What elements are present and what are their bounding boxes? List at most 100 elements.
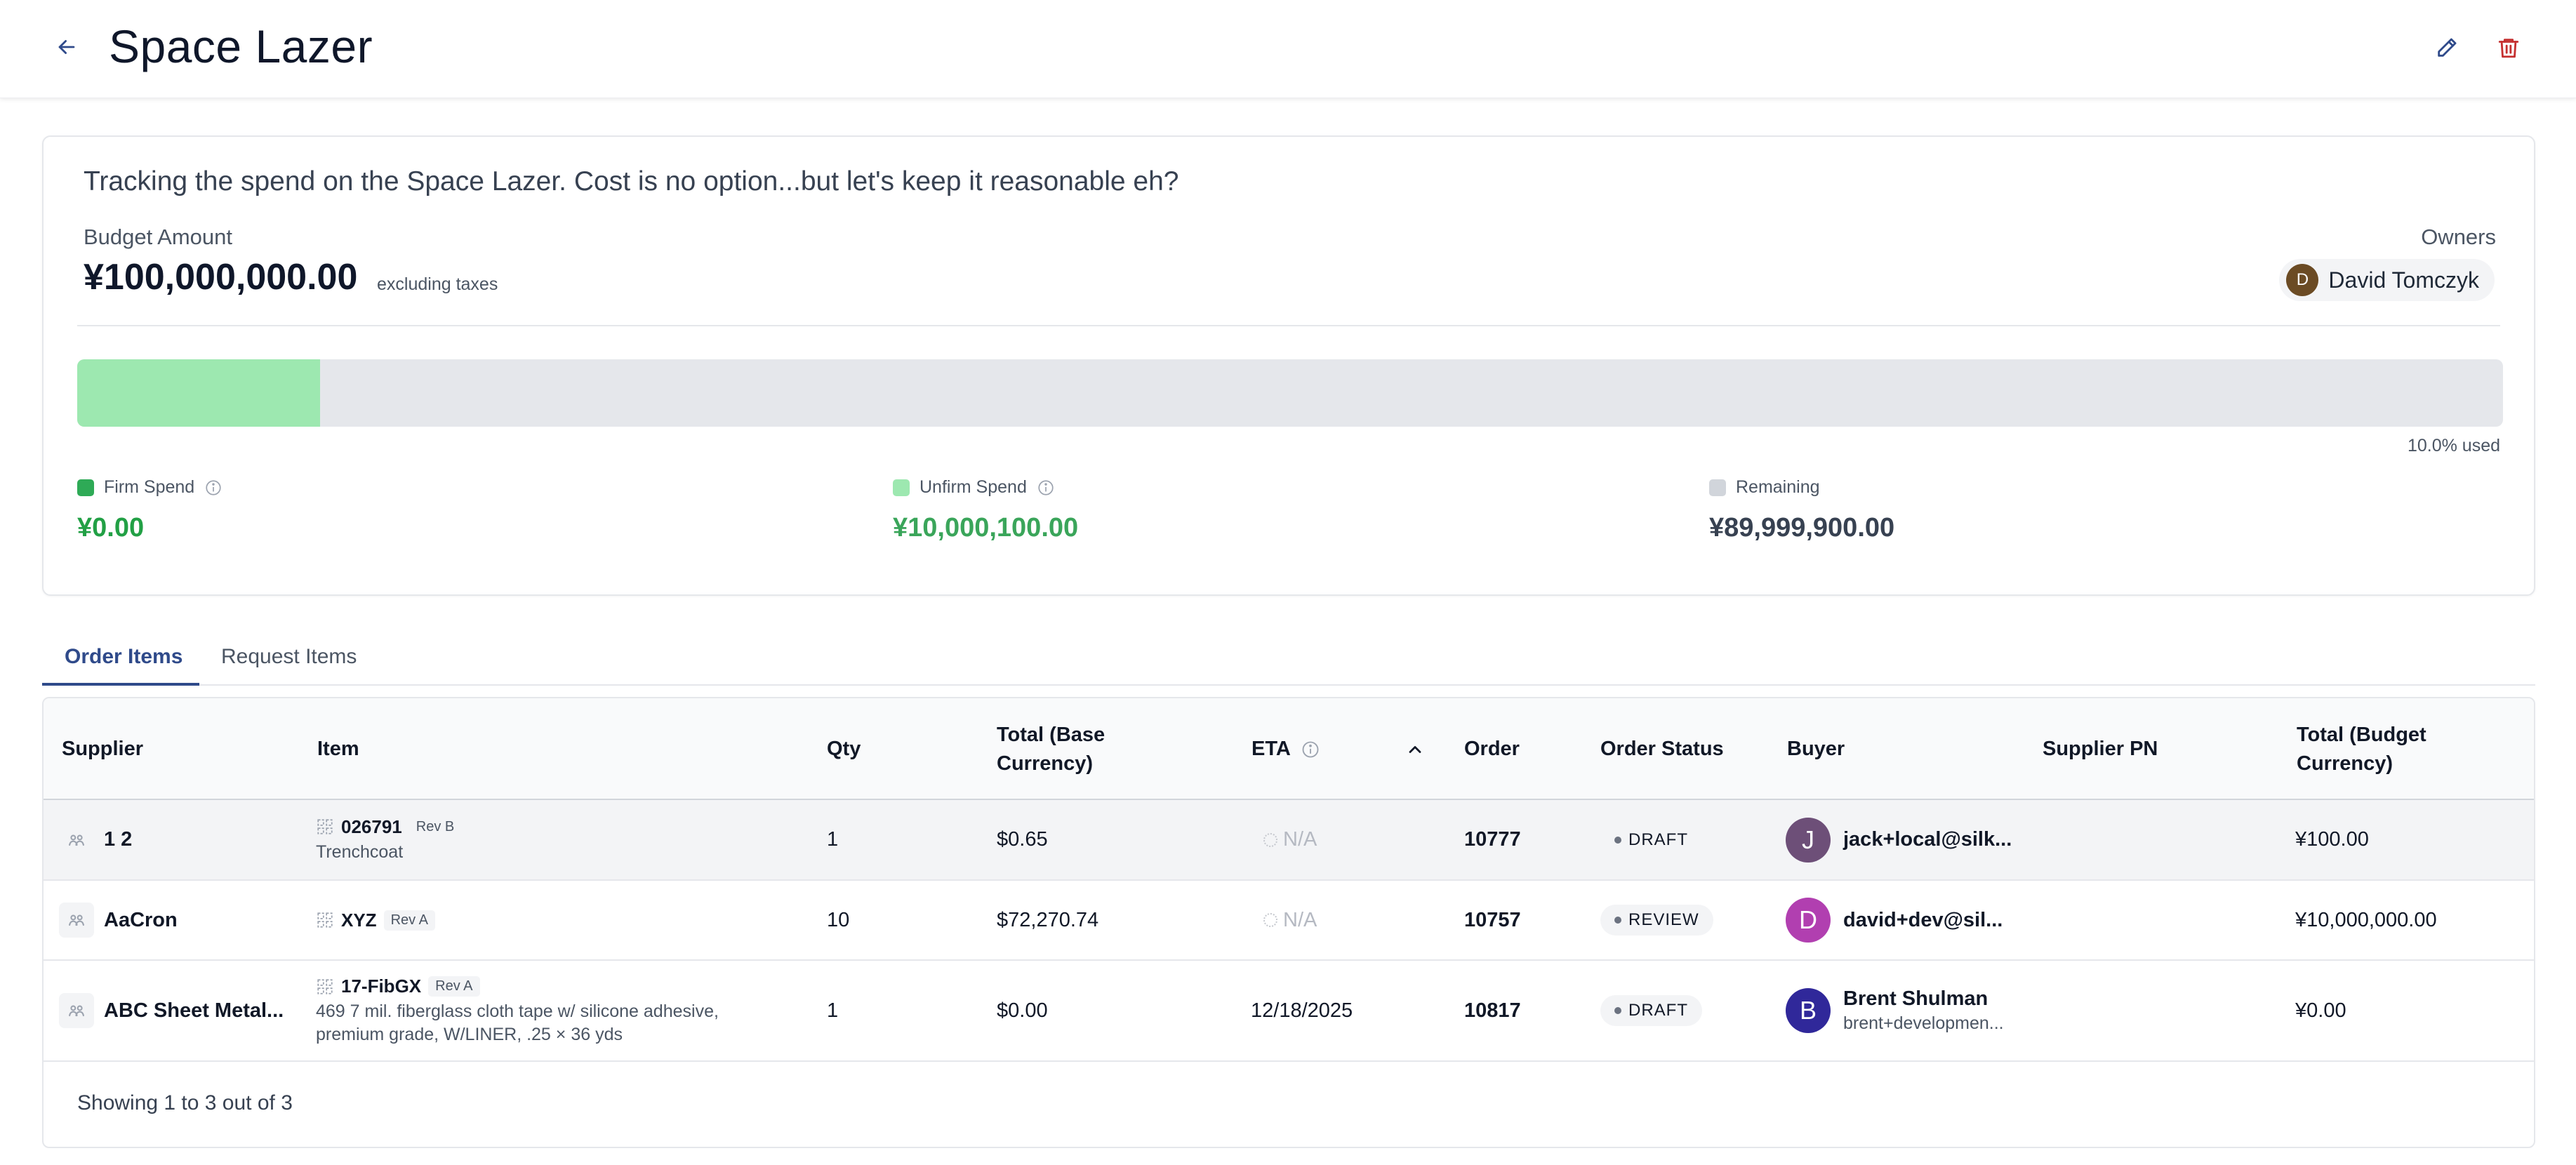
table-row[interactable]: AaCron XYZ Rev A 10 $72,270.74 N/A 10757…	[44, 881, 2534, 961]
item-cell: XYZ Rev A	[316, 881, 435, 959]
buyer-cell: B Brent Shulman brent+developmen...	[1786, 961, 2004, 1060]
qty-cell: 1	[827, 999, 839, 1022]
back-arrow-icon[interactable]	[49, 29, 84, 65]
avatar: D	[1786, 898, 1831, 943]
status-text: DRAFT	[1628, 1001, 1688, 1020]
budget-amount-note: excluding taxes	[377, 274, 498, 294]
sort-ascending-icon[interactable]	[1405, 698, 1425, 800]
info-icon	[1302, 741, 1319, 757]
status-badge: REVIEW	[1600, 905, 1713, 936]
budget-amount: ¥100,000,000.00	[84, 257, 358, 298]
item-code[interactable]: 17-FibGX	[341, 976, 422, 997]
buyer-cell: D david+dev@sil...	[1786, 881, 2003, 959]
remaining-metric: Remaining ¥89,999,900.00	[1709, 477, 1894, 543]
status-text: REVIEW	[1628, 910, 1699, 929]
buyer-email: brent+developmen...	[1843, 1013, 2004, 1033]
page-title: Space Lazer	[109, 20, 373, 72]
pending-circle-icon	[1263, 832, 1277, 847]
item-code[interactable]: 026791	[341, 816, 402, 837]
supplier-icon	[59, 993, 94, 1028]
total-budget-cell: ¥100.00	[2295, 828, 2369, 851]
info-icon[interactable]	[204, 479, 223, 497]
unfirm-spend-swatch	[893, 479, 910, 496]
col-header-qty[interactable]: Qty	[827, 738, 861, 761]
budget-amount-label: Budget Amount	[84, 225, 232, 249]
col-header-item[interactable]: Item	[317, 738, 359, 761]
revision-badge: Rev A	[428, 976, 480, 997]
edit-pencil-icon[interactable]	[2430, 31, 2464, 65]
budget-progress-bar	[77, 359, 2503, 427]
remaining-label: Remaining	[1736, 477, 1820, 497]
item-description-line: premium grade, W/LINER, .25 × 36 yds	[316, 1024, 623, 1044]
col-header-buyer[interactable]: Buyer	[1787, 738, 1845, 761]
col-header-total-base[interactable]: Total (Base Currency)	[997, 723, 1106, 775]
col-header-supplier[interactable]: Supplier	[62, 738, 144, 761]
delete-trash-icon[interactable]	[2492, 31, 2525, 65]
eta-cell: N/A	[1263, 800, 1317, 879]
item-description: Trenchcoat	[316, 841, 404, 862]
info-icon[interactable]	[1037, 479, 1055, 497]
qty-cell: 10	[827, 908, 850, 931]
order-status-cell: REVIEW	[1600, 881, 1713, 959]
remaining-value: ¥89,999,900.00	[1709, 513, 1895, 542]
percent-used-text: 10.0% used	[2407, 436, 2500, 455]
avatar: J	[1786, 817, 1831, 863]
avatar: B	[1786, 988, 1831, 1033]
col-header-order-status[interactable]: Order Status	[1600, 738, 1724, 761]
total-base-cell: $0.65	[997, 828, 1048, 851]
supplier-name[interactable]: AaCron	[104, 908, 178, 931]
total-base-cell: $72,270.74	[997, 908, 1099, 931]
col-header-order[interactable]: Order	[1464, 738, 1520, 761]
owner-name: David Tomczyk	[2328, 267, 2479, 293]
budget-card: Tracking the spend on the Space Lazer. C…	[42, 135, 2535, 596]
col-header-supplier-pn[interactable]: Supplier PN	[2043, 738, 2158, 761]
supplier-name[interactable]: 1 2	[104, 828, 133, 851]
revision-badge: Rev B	[409, 816, 462, 837]
tab-order-items[interactable]: Order Items	[65, 645, 183, 668]
col-header-eta[interactable]: ETA	[1252, 698, 1320, 800]
firm-spend-metric: Firm Spend ¥0.00	[77, 477, 223, 543]
order-status-cell: DRAFT	[1600, 961, 1702, 1060]
col-header-eta-label: ETA	[1252, 738, 1291, 761]
item-cell: 17-FibGX Rev A 469 7 mil. fiberglass clo…	[316, 961, 719, 1060]
supplier-cell: 1 2	[59, 800, 132, 879]
owners-label: Owners	[2421, 225, 2496, 249]
table-row[interactable]: 1 2 026791 Rev B Trenchcoat 1 $0.65 N/A …	[44, 800, 2534, 881]
supplier-name[interactable]: ABC Sheet Metal...	[104, 999, 284, 1022]
order-items-table: Supplier Item Qty Total (Base Currency) …	[42, 697, 2535, 1148]
unfirm-spend-value: ¥10,000,100.00	[893, 513, 1079, 542]
eta-cell: N/A	[1263, 881, 1317, 959]
supplier-cell: ABC Sheet Metal...	[59, 961, 284, 1060]
status-text: DRAFT	[1628, 830, 1688, 849]
item-code[interactable]: XYZ	[341, 909, 377, 931]
owner-avatar: D	[2286, 264, 2319, 296]
revision-badge: Rev A	[383, 910, 435, 931]
item-description-line: 469 7 mil. fiberglass cloth tape w/ sili…	[316, 1001, 719, 1021]
total-base-cell: $0.00	[997, 999, 1048, 1022]
qty-cell: 1	[827, 828, 839, 851]
buyer-name: Brent Shulman	[1843, 987, 1989, 1010]
order-number-cell[interactable]: 10817	[1464, 999, 1521, 1022]
item-description: 469 7 mil. fiberglass cloth tape w/ sili…	[316, 1000, 719, 1046]
pending-circle-icon	[1263, 913, 1277, 927]
table-row[interactable]: ABC Sheet Metal... 17-FibGX Rev A 469 7 …	[44, 961, 2534, 1062]
buyer-cell: J jack+local@silk...	[1786, 800, 2012, 879]
eta-value: N/A	[1283, 828, 1317, 851]
firm-spend-swatch	[77, 479, 94, 496]
total-budget-cell: ¥0.00	[2295, 999, 2346, 1022]
page-header: Space Lazer	[0, 0, 2576, 98]
active-tab-underline	[42, 683, 199, 686]
part-icon	[317, 978, 333, 994]
unfirm-spend-fill	[77, 359, 320, 427]
buyer-name: david+dev@sil...	[1843, 908, 2003, 931]
order-number-cell[interactable]: 10757	[1464, 908, 1521, 931]
order-number-cell[interactable]: 10777	[1464, 828, 1521, 851]
tab-request-items[interactable]: Request Items	[221, 645, 357, 668]
col-header-total-budget[interactable]: Total (Budget Currency)	[2297, 723, 2426, 775]
table-header-row: Supplier Item Qty Total (Base Currency) …	[44, 698, 2534, 800]
owner-chip[interactable]: D David Tomczyk	[2279, 259, 2495, 301]
items-tabs: Order Items Request Items	[42, 628, 2535, 686]
pagination-summary: Showing 1 to 3 out of 3	[77, 1091, 293, 1114]
part-icon	[317, 819, 333, 834]
part-icon	[317, 912, 333, 928]
